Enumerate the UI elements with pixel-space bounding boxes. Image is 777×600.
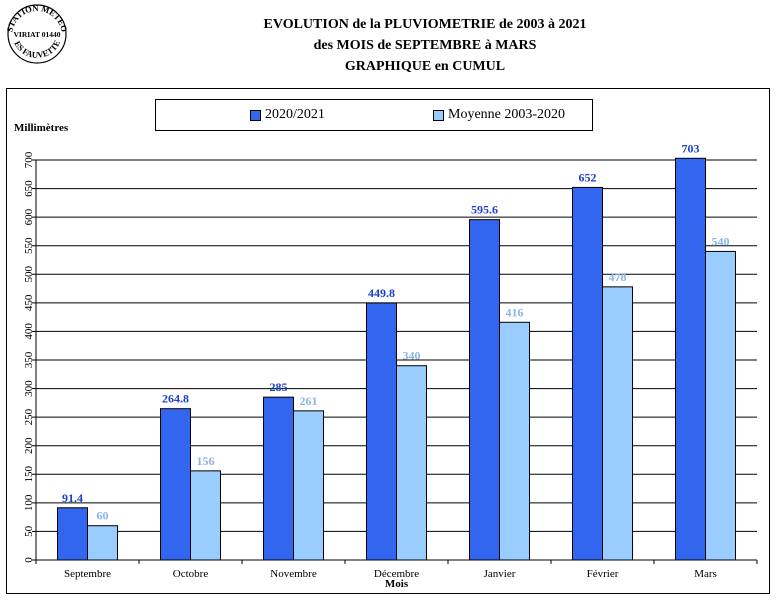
legend: 2020/2021 Moyenne 2003-2020 (155, 99, 593, 131)
y-tick-label: 350 (23, 351, 35, 368)
data-label-series1: 703 (682, 141, 700, 155)
bar-series1 (263, 396, 294, 561)
legend-label-series1: 2020/2021 (265, 107, 325, 122)
data-label-series1: 652 (579, 170, 597, 184)
data-label-series1: 595.6 (471, 203, 498, 217)
chart-title-line2: des MOIS de SEPTEMBRE à MARS (313, 38, 537, 53)
data-label-series1: 449.8 (368, 286, 395, 300)
legend-swatch-series2 (433, 109, 444, 121)
y-tick-label: 400 (23, 323, 35, 340)
bar-series2 (87, 525, 118, 561)
bar-series1 (675, 157, 706, 561)
y-tick-label: 700 (23, 151, 35, 168)
y-tick-label: 450 (23, 294, 35, 311)
bar-series1 (572, 186, 603, 561)
y-tick-label: 500 (23, 266, 35, 283)
bar-series2 (499, 321, 530, 561)
data-label-series2: 478 (609, 270, 627, 284)
chart-title-block: EVOLUTION de la PLUVIOMETRIE de 2003 à 2… (150, 14, 700, 77)
legend-label-series2: Moyenne 2003-2020 (448, 107, 566, 122)
data-label-series1: 91.4 (62, 491, 83, 505)
data-label-series2: 416 (506, 305, 524, 319)
bar-series2 (705, 250, 736, 561)
x-tick-label: Septembre (64, 568, 111, 580)
data-label-series2: 340 (403, 349, 421, 363)
legend-swatch-series1 (250, 109, 261, 121)
stamp-middle: VIRIAT 01440 (13, 30, 60, 39)
bar-series2 (396, 365, 427, 561)
bar-series1 (469, 219, 500, 561)
bar-series2 (293, 410, 324, 561)
x-axis-label: Mois (385, 578, 409, 590)
data-label-series2: 261 (300, 394, 318, 408)
legend-item-series2: Moyenne 2003-2020 (433, 107, 565, 123)
data-label-series2: 60 (97, 509, 109, 523)
y-tick-label: 250 (23, 408, 35, 425)
y-tick-label: 0 (23, 557, 35, 563)
y-tick-label: 600 (23, 208, 35, 225)
y-tick-label: 200 (23, 437, 35, 454)
y-tick-label: 550 (23, 237, 35, 254)
data-label-series2: 156 (197, 454, 215, 468)
y-axis-label: Millimètres (14, 122, 69, 134)
data-label-series1: 264.8 (162, 392, 189, 406)
x-tick-label: Décembre (374, 568, 419, 580)
x-tick-label: Novembre (270, 568, 317, 580)
bar-series1 (57, 507, 88, 561)
x-tick-label: Janvier (484, 568, 516, 580)
chart-frame (6, 88, 770, 594)
data-label-series1: 285 (270, 380, 288, 394)
y-tick-label: 300 (23, 380, 35, 397)
legend-item-series1: 2020/2021 (250, 107, 325, 123)
station-stamp-logo: STATION METEO VIRIAT 01440 LES FAUVETTES (4, 2, 70, 64)
bar-series2 (190, 470, 221, 561)
y-tick-label: 150 (23, 466, 35, 483)
x-tick-label: Février (587, 568, 619, 580)
x-tick-label: Octobre (173, 568, 209, 580)
y-tick-label: 650 (23, 180, 35, 197)
y-tick-label: 100 (23, 494, 35, 511)
bar-series1 (160, 408, 191, 561)
bar-series1 (366, 302, 397, 561)
bar-series2 (602, 286, 633, 561)
x-tick-label: Mars (694, 568, 717, 580)
chart-title-line1: EVOLUTION de la PLUVIOMETRIE de 2003 à 2… (263, 17, 587, 32)
chart-title-line3: GRAPHIQUE en CUMUL (344, 59, 506, 74)
data-label-series2: 540 (712, 234, 730, 248)
y-tick-label: 50 (23, 525, 35, 537)
